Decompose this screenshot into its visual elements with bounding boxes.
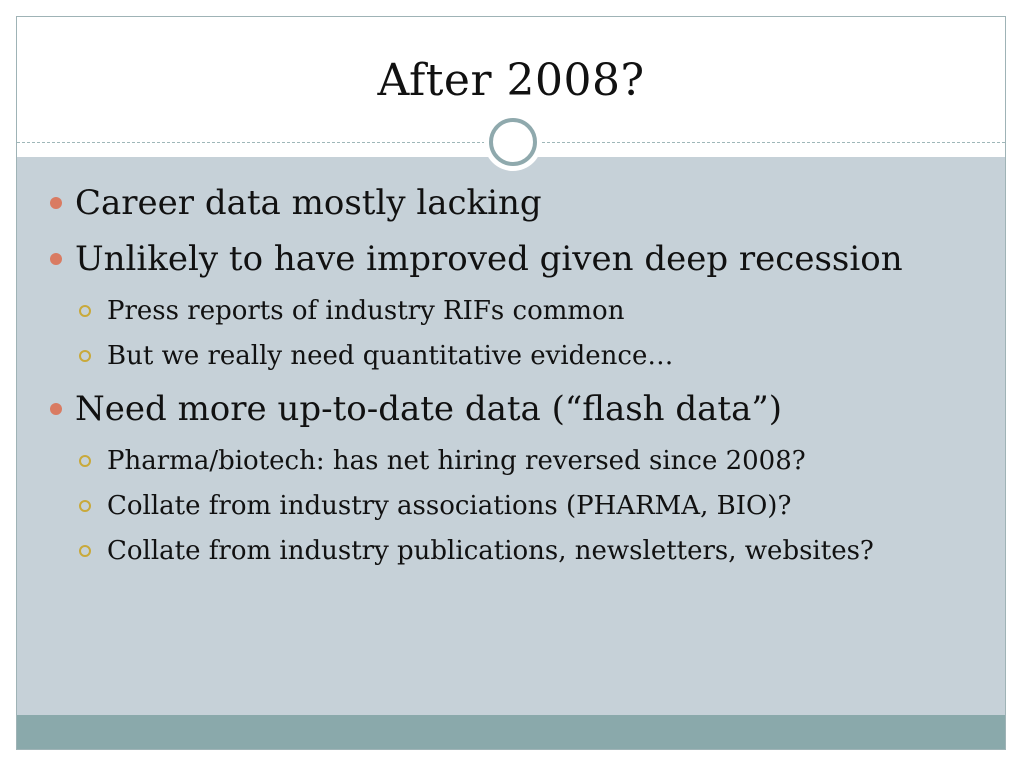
sub-bullet-text: But we really need quantitative evidence… [107, 341, 674, 371]
divider-ring-icon [489, 118, 537, 166]
sub-bullet-ring-icon [79, 455, 91, 467]
bullet-text: Unlikely to have improved given deep rec… [75, 239, 903, 279]
sub-bullet-text: Pharma/biotech: has net hiring reversed … [107, 446, 806, 476]
sub-bullet-text: Collate from industry associations (PHAR… [107, 491, 792, 521]
bullet-item: Career data mostly lacking [17, 177, 1005, 229]
bullet-item: Unlikely to have improved given deep rec… [17, 233, 1005, 285]
sub-bullet-ring-icon [79, 500, 91, 512]
sub-bullet-ring-icon [79, 545, 91, 557]
sub-bullet-item: Pharma/biotech: has net hiring reversed … [17, 439, 1005, 484]
content-area [17, 157, 1005, 717]
bullet-list: Career data mostly lacking Unlikely to h… [17, 177, 1005, 574]
slide: After 2008? Career data mostly lacking U… [16, 16, 1006, 750]
footer-band [17, 715, 1005, 749]
sub-bullet-text: Collate from industry publications, news… [107, 536, 874, 566]
bullet-dot-icon [50, 253, 62, 265]
bullet-dot-icon [50, 403, 62, 415]
sub-bullet-item: Press reports of industry RIFs common [17, 289, 1005, 334]
sub-bullet-item: Collate from industry publications, news… [17, 529, 1005, 574]
bullet-text: Career data mostly lacking [75, 183, 542, 223]
bullet-text: Need more up-to-date data (“flash data”) [75, 389, 782, 429]
sub-bullet-item: But we really need quantitative evidence… [17, 334, 1005, 379]
sub-bullet-ring-icon [79, 350, 91, 362]
sub-bullet-item: Collate from industry associations (PHAR… [17, 484, 1005, 529]
slide-title: After 2008? [377, 55, 645, 106]
sub-bullet-text: Press reports of industry RIFs common [107, 296, 625, 326]
bullet-item: Need more up-to-date data (“flash data”) [17, 383, 1005, 435]
bullet-dot-icon [50, 197, 62, 209]
sub-bullet-ring-icon [79, 305, 91, 317]
